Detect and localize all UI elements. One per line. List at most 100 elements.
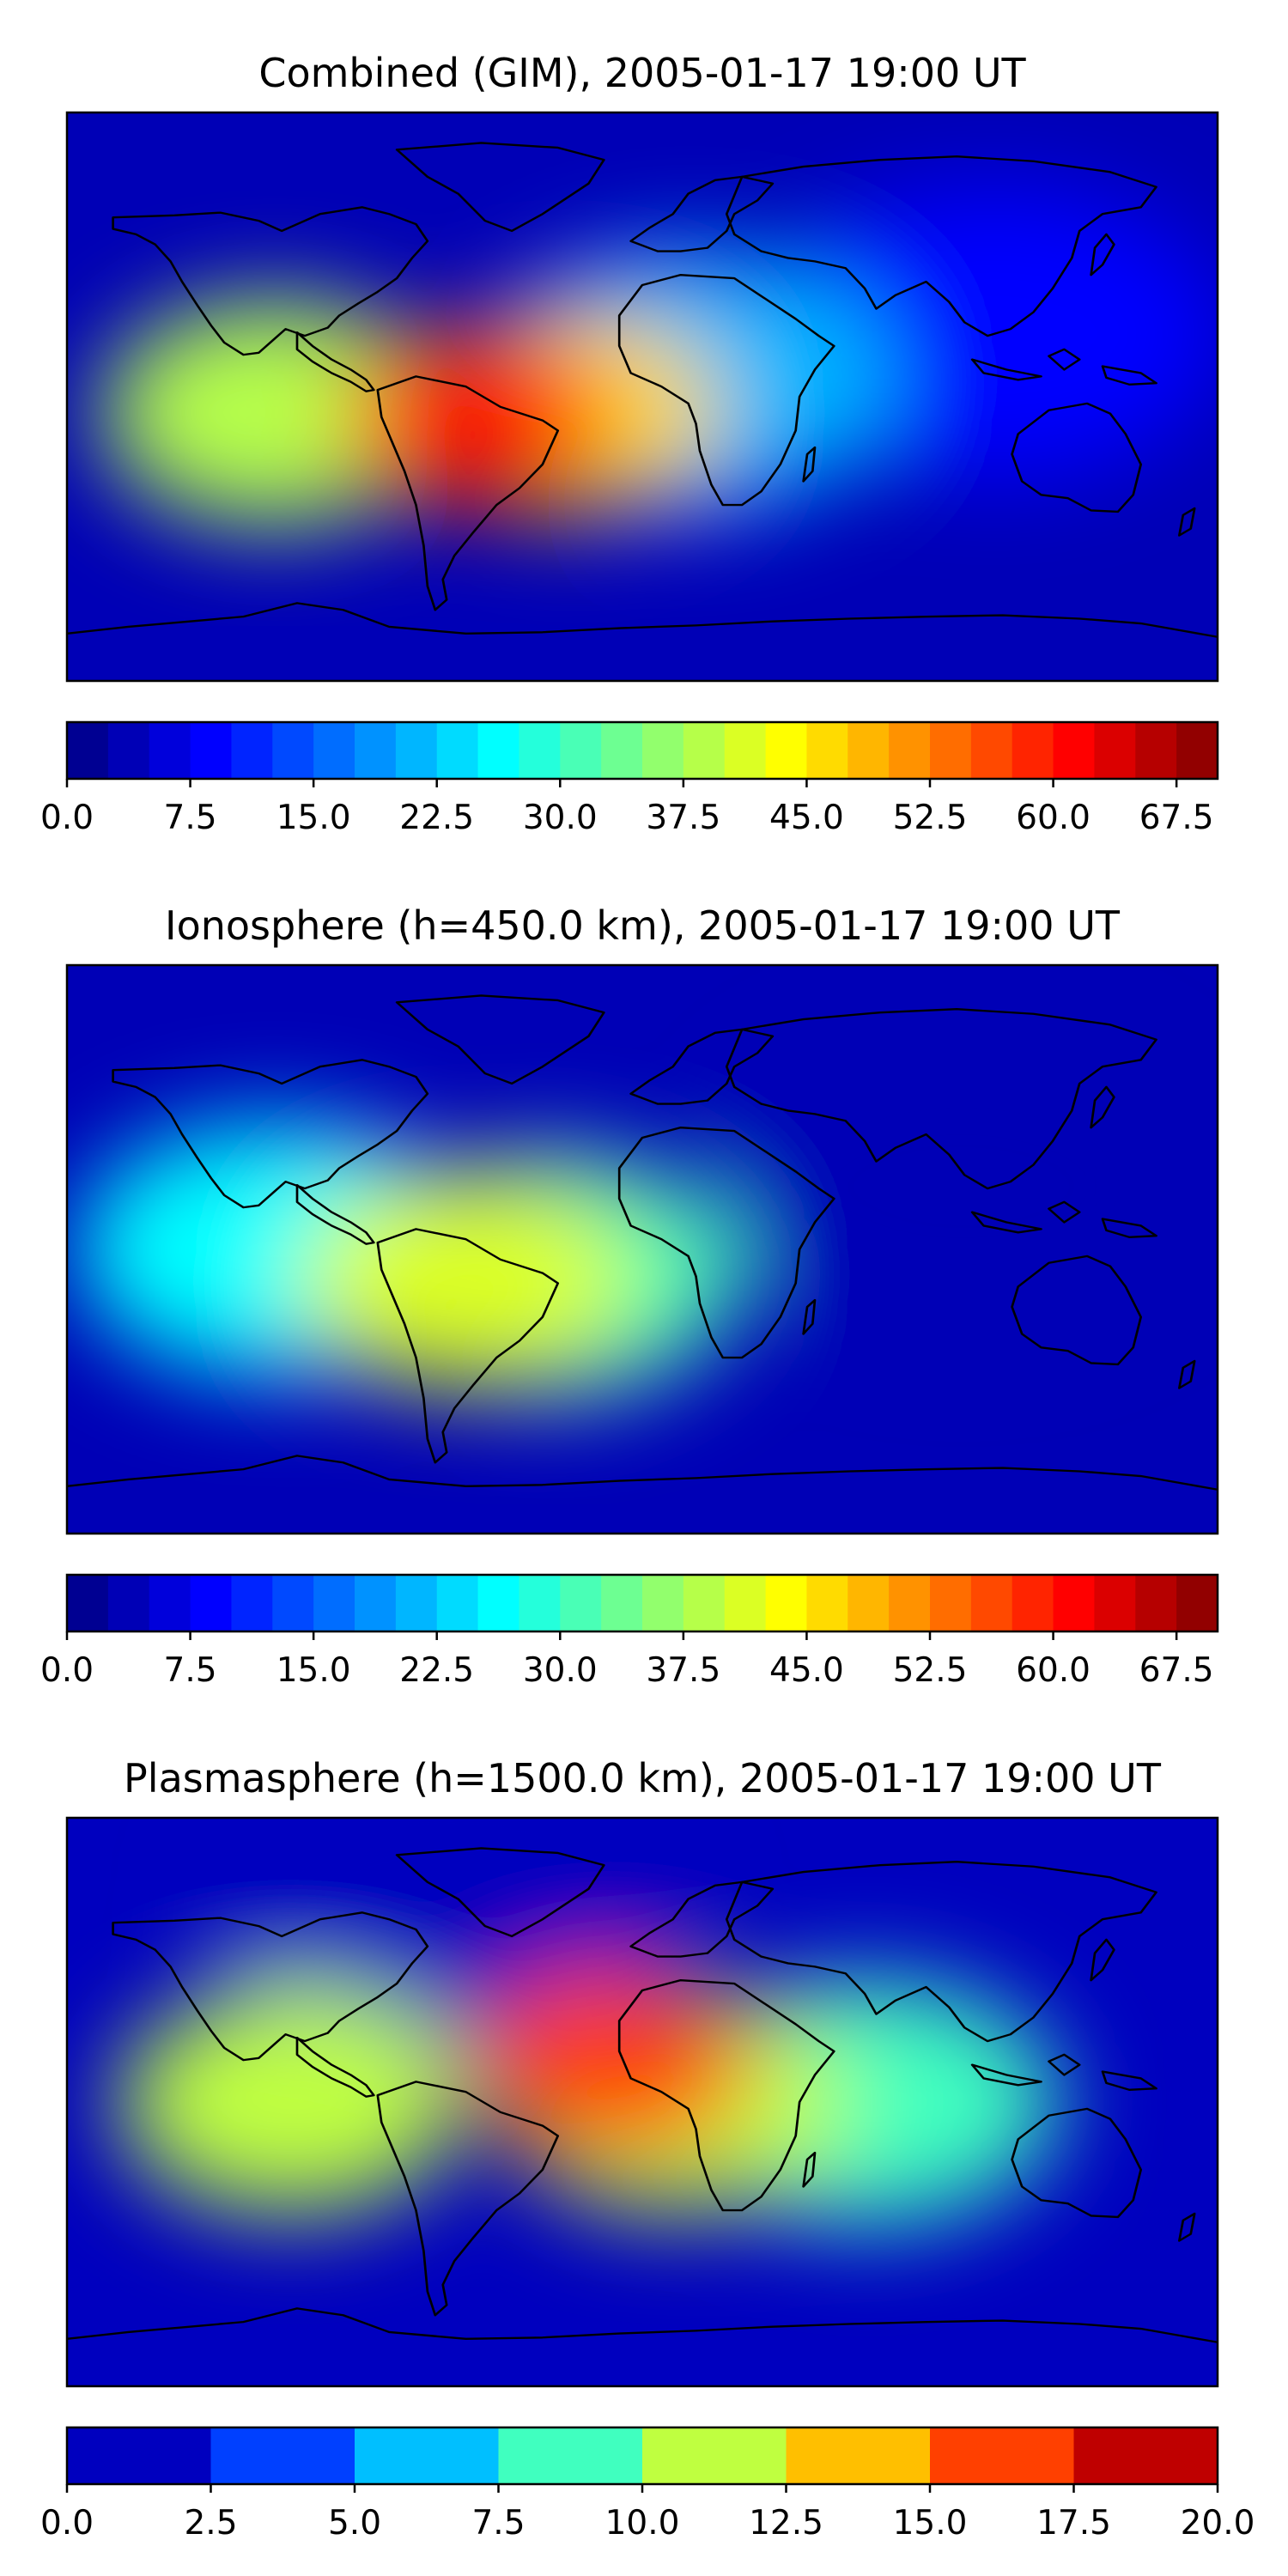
colorbar-tick-label: 67.5 [1139, 799, 1214, 837]
colorbar-segment [765, 722, 808, 779]
colorbar-segment [642, 2427, 787, 2484]
colorbar-tick-label: 45.0 [769, 799, 844, 837]
colorbar-segment [889, 722, 931, 779]
colorbar-tick-label: 22.5 [399, 799, 474, 837]
map [67, 1818, 1218, 2386]
colorbar-frame [65, 1573, 1219, 1633]
colorbar-segment [519, 722, 561, 779]
colorbar-tick-label: 60.0 [1016, 799, 1091, 837]
colorbar-segment [149, 722, 191, 779]
colorbar-segment [1176, 722, 1218, 779]
field-feature [100, 300, 450, 526]
colorbar-segment [498, 2427, 643, 2484]
colorbar-tick-label: 7.5 [471, 2504, 525, 2543]
colorbar-segment [1094, 1575, 1136, 1631]
field-blobs [100, 187, 1218, 526]
colorbar-segment [683, 722, 726, 779]
map-frame [65, 1816, 1219, 2388]
colorbar-segment [724, 722, 767, 779]
colorbar-tick-label: 45.0 [769, 1651, 844, 1690]
field-feature [471, 1971, 750, 2157]
panel-1: Combined (GIM), 2005-01-17 19:00 UT 0.0 7.… [40, 50, 1219, 837]
colorbar-segment [355, 722, 397, 779]
colorbar-tick-label: 0.0 [40, 799, 94, 837]
colorbar-frame [65, 720, 1219, 781]
colorbar-segment [930, 722, 972, 779]
panel-title: Plasmasphere (h=1500.0 km), 2005-01-17 1… [124, 1755, 1162, 1801]
colorbar-segment [806, 1575, 848, 1631]
colorbar-segment [970, 1575, 1013, 1631]
colorbar-segment [848, 1575, 890, 1631]
colorbar-segment [272, 722, 314, 779]
colorbar: 0.0 2.5 5.0 7.5 10.0 12.5 15.0 17.5 20.0 [40, 2426, 1255, 2543]
colorbar-segment [848, 722, 890, 779]
map [67, 965, 1218, 1534]
colorbar-tick-label: 30.0 [523, 799, 598, 837]
colorbar-segment [930, 1575, 972, 1631]
colorbar-segment [107, 1575, 150, 1631]
colorbar-segment [190, 722, 233, 779]
colorbar-tick-label: 0.0 [40, 1651, 94, 1690]
colorbar-tick-label: 52.5 [893, 799, 968, 837]
colorbar-tick-label: 15.0 [276, 1651, 351, 1690]
colorbar-segment [313, 722, 355, 779]
colorbar-segment [560, 1575, 602, 1631]
colorbar-tick-label: 7.5 [164, 1651, 217, 1690]
map [67, 112, 1218, 681]
colorbar-segment [724, 1575, 767, 1631]
colorbar-segment [477, 1575, 520, 1631]
colorbar-tick-label: 5.0 [328, 2504, 381, 2543]
colorbar-tick-label: 60.0 [1016, 1651, 1091, 1690]
colorbar-segment [806, 722, 848, 779]
colorbar-segment [355, 1575, 397, 1631]
colorbar-segment [149, 1575, 191, 1631]
colorbar-segment [231, 1575, 273, 1631]
colorbar-tick-label: 37.5 [646, 799, 720, 837]
colorbar-segment [67, 1575, 109, 1631]
field-feature [296, 1172, 630, 1389]
colorbar-tick-label: 67.5 [1139, 1651, 1214, 1690]
colorbar-tick-label: 0.0 [40, 2504, 94, 2543]
colorbar-segment [765, 1575, 808, 1631]
colorbar-segment [477, 722, 520, 779]
colorbar-tick-label: 15.0 [893, 2504, 968, 2543]
panel-title: Combined (GIM), 2005-01-17 19:00 UT [258, 50, 1026, 96]
colorbar-segment [1073, 2427, 1218, 2484]
colorbar-tick-label: 2.5 [184, 2504, 237, 2543]
colorbar-segment [970, 722, 1013, 779]
colorbar-segment [210, 2427, 355, 2484]
map-frame [65, 963, 1219, 1535]
colorbar-segment [560, 722, 602, 779]
colorbar-tick-label: 30.0 [523, 1651, 598, 1690]
colorbar-tick-label: 7.5 [164, 799, 217, 837]
colorbar-segment [1012, 1575, 1054, 1631]
colorbar-segment [231, 722, 273, 779]
colorbar-segment [930, 2427, 1075, 2484]
colorbar-segment [355, 2427, 500, 2484]
colorbar-segment [1094, 722, 1136, 779]
colorbar-segment [601, 722, 643, 779]
colorbar-tick-label: 15.0 [276, 799, 351, 837]
colorbar-segment [1176, 1575, 1218, 1631]
colorbar-segment [313, 1575, 355, 1631]
colorbar-segment [642, 722, 684, 779]
colorbar-segment [395, 1575, 438, 1631]
colorbar-segment [601, 1575, 643, 1631]
colorbar-segment [1135, 1575, 1177, 1631]
colorbar-segment [190, 1575, 233, 1631]
panel-3: Plasmasphere (h=1500.0 km), 2005-01-17 1… [40, 1755, 1255, 2543]
colorbar-segment [107, 722, 150, 779]
panel-title: Ionosphere (h=450.0 km), 2005-01-17 19:0… [165, 902, 1121, 949]
colorbar-segment [436, 1575, 479, 1631]
colorbar-segment [272, 1575, 314, 1631]
field-feature [117, 1990, 465, 2215]
field-feature [344, 330, 608, 507]
colorbar-tick-label: 20.0 [1181, 2504, 1255, 2543]
field-blobs [75, 1036, 1204, 1396]
colorbar-segment [67, 722, 109, 779]
colorbar-segment [642, 1575, 684, 1631]
colorbar-tick-label: 12.5 [749, 2504, 823, 2543]
colorbar-segment [889, 1575, 931, 1631]
colorbar-tick-label: 10.0 [605, 2504, 680, 2543]
